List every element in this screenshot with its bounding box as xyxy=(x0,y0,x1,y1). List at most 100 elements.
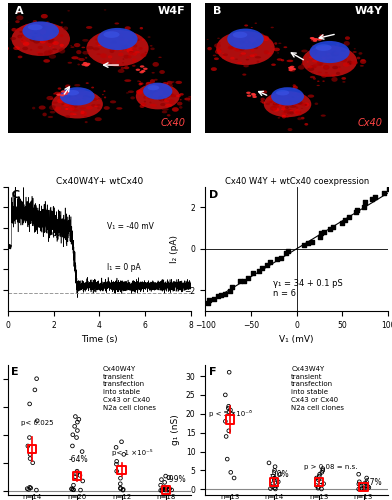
Ellipse shape xyxy=(74,93,79,96)
Point xyxy=(356,480,362,488)
Ellipse shape xyxy=(270,26,274,28)
Point xyxy=(362,198,368,206)
Point xyxy=(74,467,80,475)
Point xyxy=(120,486,126,494)
Ellipse shape xyxy=(48,38,53,42)
Point xyxy=(118,484,124,492)
Ellipse shape xyxy=(60,44,64,47)
Text: open: open xyxy=(52,230,71,238)
Point xyxy=(368,194,375,202)
Ellipse shape xyxy=(288,66,293,69)
Ellipse shape xyxy=(132,36,135,38)
Ellipse shape xyxy=(235,58,238,59)
Ellipse shape xyxy=(180,99,181,100)
Ellipse shape xyxy=(167,114,171,116)
Ellipse shape xyxy=(165,94,167,95)
Ellipse shape xyxy=(79,58,85,61)
Ellipse shape xyxy=(79,88,85,92)
Point xyxy=(361,203,367,211)
Ellipse shape xyxy=(136,38,140,41)
Ellipse shape xyxy=(252,94,256,96)
Ellipse shape xyxy=(235,45,237,46)
Ellipse shape xyxy=(227,46,234,50)
Ellipse shape xyxy=(63,92,68,95)
Point xyxy=(77,486,83,494)
Ellipse shape xyxy=(301,63,304,66)
Ellipse shape xyxy=(143,96,146,98)
Ellipse shape xyxy=(307,67,314,71)
Ellipse shape xyxy=(278,94,283,98)
Ellipse shape xyxy=(158,96,165,102)
Ellipse shape xyxy=(124,38,129,42)
Ellipse shape xyxy=(72,96,76,99)
Point xyxy=(73,473,79,481)
Ellipse shape xyxy=(147,98,150,100)
Ellipse shape xyxy=(141,102,146,106)
Ellipse shape xyxy=(125,26,131,30)
Ellipse shape xyxy=(314,102,318,105)
Point xyxy=(352,208,359,216)
Ellipse shape xyxy=(179,93,184,96)
Ellipse shape xyxy=(140,66,144,68)
Ellipse shape xyxy=(3,46,9,51)
Ellipse shape xyxy=(22,28,28,30)
Ellipse shape xyxy=(132,58,137,62)
Ellipse shape xyxy=(317,38,322,41)
Ellipse shape xyxy=(148,36,151,38)
Ellipse shape xyxy=(299,103,303,106)
Point xyxy=(113,460,120,468)
Ellipse shape xyxy=(85,57,87,58)
Ellipse shape xyxy=(277,102,282,105)
Ellipse shape xyxy=(95,38,99,40)
Point xyxy=(366,484,372,492)
Ellipse shape xyxy=(211,67,217,71)
Ellipse shape xyxy=(339,59,345,61)
Ellipse shape xyxy=(232,34,237,37)
Ellipse shape xyxy=(308,66,312,68)
Point xyxy=(118,466,125,474)
Ellipse shape xyxy=(340,48,343,49)
Ellipse shape xyxy=(44,50,51,56)
Ellipse shape xyxy=(58,88,61,90)
Ellipse shape xyxy=(223,54,228,56)
Ellipse shape xyxy=(246,42,248,43)
Ellipse shape xyxy=(91,86,94,88)
Ellipse shape xyxy=(49,105,56,110)
Ellipse shape xyxy=(82,39,89,42)
Ellipse shape xyxy=(272,103,279,108)
Ellipse shape xyxy=(244,38,251,43)
Point xyxy=(117,474,123,482)
Ellipse shape xyxy=(119,50,122,51)
Ellipse shape xyxy=(140,27,143,30)
Ellipse shape xyxy=(71,46,74,48)
Ellipse shape xyxy=(113,49,116,51)
Point xyxy=(27,454,33,462)
Ellipse shape xyxy=(176,81,182,84)
Ellipse shape xyxy=(246,44,253,47)
Ellipse shape xyxy=(196,27,201,30)
Point xyxy=(24,484,30,492)
Ellipse shape xyxy=(127,56,131,58)
Point xyxy=(358,484,365,492)
Ellipse shape xyxy=(241,52,246,55)
Ellipse shape xyxy=(216,47,218,48)
Ellipse shape xyxy=(310,50,318,55)
Ellipse shape xyxy=(72,109,78,112)
Point xyxy=(271,474,278,482)
Ellipse shape xyxy=(222,56,226,59)
Ellipse shape xyxy=(222,53,224,54)
Ellipse shape xyxy=(356,56,360,59)
Point xyxy=(372,193,379,201)
Ellipse shape xyxy=(325,56,332,59)
Ellipse shape xyxy=(94,106,98,107)
Ellipse shape xyxy=(179,106,183,108)
Point xyxy=(222,290,229,298)
Ellipse shape xyxy=(65,115,70,118)
Ellipse shape xyxy=(317,60,323,65)
Ellipse shape xyxy=(312,72,314,74)
Ellipse shape xyxy=(311,52,315,55)
Ellipse shape xyxy=(26,30,32,33)
Ellipse shape xyxy=(341,58,347,62)
Point xyxy=(74,472,80,480)
Ellipse shape xyxy=(319,64,323,66)
